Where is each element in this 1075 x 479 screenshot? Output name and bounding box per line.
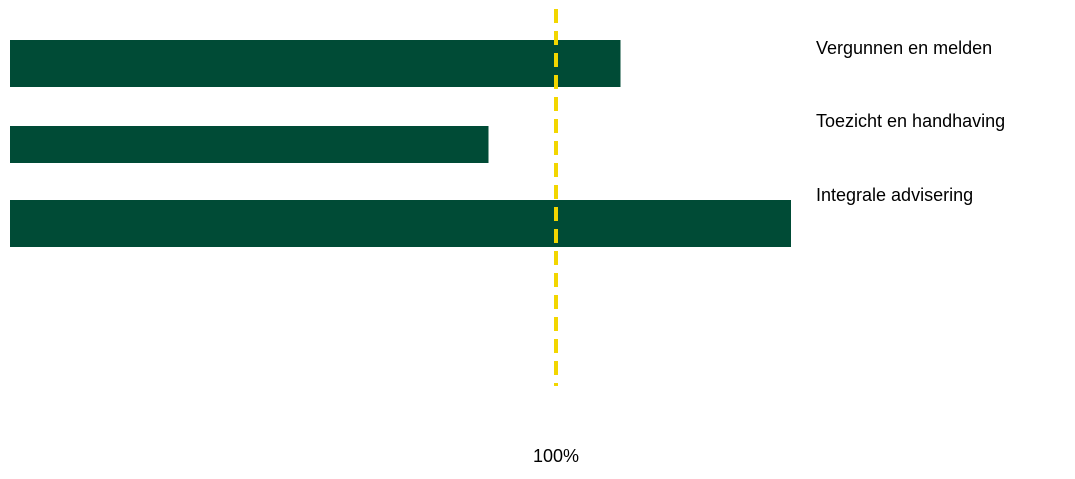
category-label-toezicht-en-handhaving: Toezicht en handhaving [816, 111, 1005, 131]
bars-layer [10, 40, 791, 247]
bar-toezicht-en-handhaving [10, 126, 489, 163]
bar-vergunnen-en-melden [10, 40, 621, 87]
category-label-integrale-advisering: Integrale advisering [816, 185, 973, 205]
reference-layer: 100% [533, 9, 579, 466]
category-labels-layer: Vergunnen en melden Toezicht en handhavin… [816, 38, 1005, 205]
reference-label: 100% [533, 446, 579, 466]
bar-integrale-advisering [10, 200, 791, 247]
category-label-vergunnen-en-melden: Vergunnen en melden [816, 38, 992, 58]
